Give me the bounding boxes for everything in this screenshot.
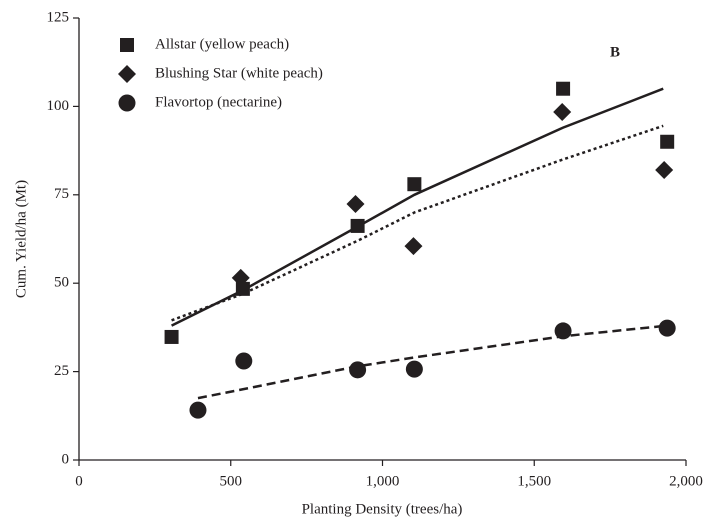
point — [556, 81, 571, 96]
x-tick-label: 1,000 — [366, 473, 400, 489]
annotation: B — [610, 44, 620, 60]
point — [346, 194, 365, 213]
fit-line — [171, 87, 664, 327]
point — [350, 218, 365, 233]
point — [658, 319, 676, 337]
y-tick-label: 125 — [47, 9, 70, 25]
y-tick-label: 75 — [54, 186, 69, 202]
point — [404, 237, 423, 256]
point — [235, 352, 253, 370]
y-tick-label: 100 — [47, 98, 70, 114]
legend-marker — [120, 38, 134, 52]
x-tick-label: 2,000 — [669, 473, 703, 489]
y-tick-label: 50 — [54, 275, 69, 291]
point — [349, 361, 367, 379]
point — [660, 134, 675, 149]
point — [231, 268, 250, 287]
legend-marker — [118, 65, 136, 83]
y-tick-label: 25 — [54, 363, 69, 379]
x-axis-label: Planting Density (trees/ha) — [302, 501, 463, 517]
legend-label: Allstar (yellow peach) — [155, 36, 289, 52]
x-tick-label: 500 — [220, 473, 243, 489]
point — [405, 360, 423, 378]
y-tick-label: 0 — [62, 451, 70, 467]
legend-label: Blushing Star (white peach) — [155, 65, 323, 81]
legend-label: Flavortop (nectarine) — [155, 94, 282, 110]
point — [553, 103, 572, 122]
point — [407, 177, 422, 192]
x-tick-label: 1,500 — [517, 473, 551, 489]
point — [189, 401, 207, 419]
fit-line — [197, 324, 668, 400]
point — [554, 322, 572, 340]
x-tick-label: 0 — [75, 473, 83, 489]
y-axis-label: Cum. Yield/ha (Mt) — [13, 180, 29, 298]
point — [655, 161, 674, 180]
legend-marker — [118, 94, 136, 112]
fit-line — [171, 124, 664, 322]
point — [164, 329, 179, 344]
